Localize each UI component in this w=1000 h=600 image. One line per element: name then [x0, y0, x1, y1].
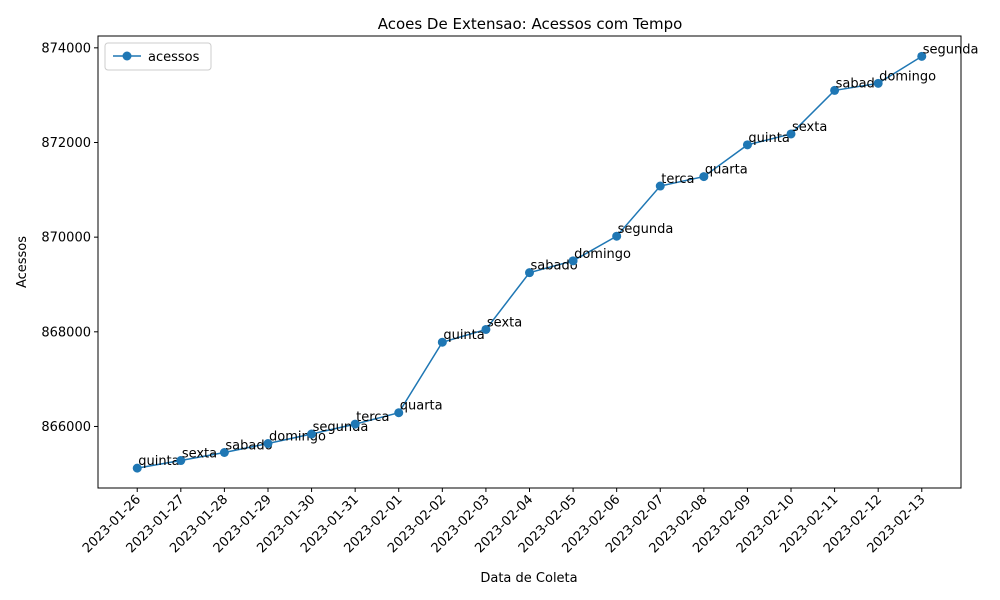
plot-frame [97, 35, 962, 489]
legend-label: acessos [148, 50, 200, 65]
data-point [699, 172, 709, 182]
data-point-label: segunda [618, 222, 674, 237]
y-tick-label: 866000 [41, 420, 91, 435]
data-point [350, 419, 360, 429]
legend-box [104, 42, 212, 71]
data-point-label: terca [356, 410, 389, 425]
plot-area: quintasextasabadodomingosegundatercaquar… [132, 42, 979, 473]
y-axis: 866000 868000 870000 872000 874000 [41, 41, 98, 435]
data-point [568, 256, 578, 266]
data-point [394, 408, 404, 418]
data-point [917, 51, 927, 61]
data-point-label: domingo [574, 247, 631, 262]
data-point-label: quinta [443, 328, 484, 343]
data-point [481, 324, 491, 334]
data-point [742, 140, 752, 150]
data-point [873, 78, 883, 88]
data-point-label: sabado [225, 439, 272, 454]
x-axis-label: Data de Coleta [480, 571, 577, 586]
data-point-label: quarta [400, 399, 443, 414]
y-tick-label: 868000 [41, 325, 91, 340]
data-point [307, 429, 317, 439]
data-point-label: segunda [923, 42, 979, 57]
data-point [655, 181, 665, 191]
data-point-label: sexta [182, 447, 217, 462]
data-point [219, 448, 229, 458]
y-tick-label: 874000 [41, 41, 91, 56]
data-point [612, 231, 622, 241]
data-point-label: quinta [748, 131, 789, 146]
data-point-label: sexta [487, 315, 522, 330]
data-point [525, 268, 534, 278]
data-point-label: quarta [705, 163, 748, 178]
y-tick-label: 870000 [41, 231, 91, 246]
data-point [263, 439, 273, 449]
data-point-label: quinta [138, 454, 179, 469]
y-tick-label: 872000 [41, 136, 91, 151]
data-point-label: sabado [531, 259, 578, 274]
legend: acessos [104, 42, 212, 71]
y-axis-label: Acessos [15, 236, 30, 288]
legend-marker [122, 51, 132, 61]
data-point [132, 463, 142, 473]
data-point [830, 85, 840, 95]
data-point [176, 456, 186, 466]
x-axis: 2023-01-262023-01-272023-01-282023-01-29… [80, 488, 929, 556]
data-point [786, 129, 796, 139]
series-line-acessos [137, 55, 923, 469]
data-point-label: sabado [836, 76, 883, 91]
data-point-label: sexta [792, 120, 827, 135]
chart-title: Acoes De Extensao: Acessos com Tempo [378, 15, 683, 33]
data-point-label: terca [661, 172, 694, 187]
data-point-label: domingo [879, 69, 936, 84]
data-point [437, 337, 447, 347]
